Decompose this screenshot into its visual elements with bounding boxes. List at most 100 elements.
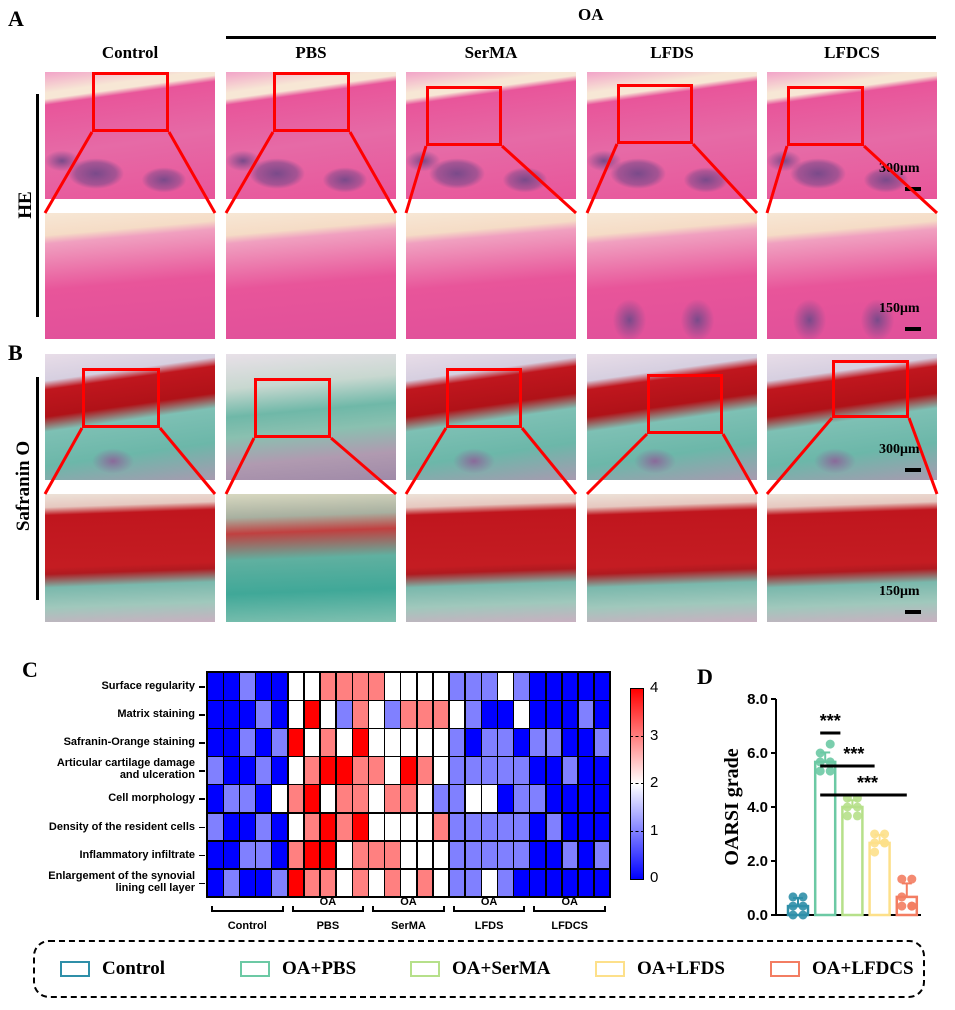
he-row-bracket bbox=[36, 94, 39, 317]
safranin-zoomed-image-lfds bbox=[587, 494, 757, 622]
he-zoomed-image-lfds bbox=[587, 213, 757, 339]
heatmap-cell bbox=[513, 784, 530, 813]
heatmap-cell bbox=[223, 784, 240, 813]
heatmap-cell bbox=[513, 756, 530, 785]
zoom-connector-left-he-control bbox=[43, 131, 94, 214]
panel-letter-a: A bbox=[8, 6, 24, 31]
heatmap-row-tick bbox=[199, 714, 205, 716]
y-tick-label: 4.0 bbox=[747, 799, 768, 816]
heatmap-row-label: Density of the resident cells bbox=[48, 820, 195, 833]
heatmap-cell bbox=[448, 812, 466, 842]
heatmap-cell bbox=[368, 868, 385, 898]
zoom-connector-left-safranin-lfds bbox=[585, 432, 649, 496]
scale-bar-label-he-overview: 300μm bbox=[879, 161, 920, 176]
data-point bbox=[815, 766, 825, 776]
heatmap-cell bbox=[223, 728, 240, 757]
column-header-lfds: LFDS bbox=[650, 43, 694, 62]
zoom-region-box-he-control bbox=[92, 72, 169, 132]
heatmap-cell bbox=[255, 784, 272, 813]
zoom-connector-right-he-lfds bbox=[691, 142, 759, 215]
heatmap-cell bbox=[561, 868, 579, 898]
heatmap-cell bbox=[416, 840, 434, 870]
heatmap-cell bbox=[239, 672, 256, 701]
column-header-serma: SerMA bbox=[464, 43, 518, 62]
heatmap-cell bbox=[432, 700, 450, 729]
heatmap-cell bbox=[303, 868, 321, 898]
heatmap-cell bbox=[561, 756, 579, 785]
heatmap-cell bbox=[481, 784, 498, 813]
heatmap-cell bbox=[481, 812, 498, 842]
heatmap-cell bbox=[448, 700, 466, 729]
heatmap-cell bbox=[319, 784, 337, 813]
heatmap-row-tick bbox=[199, 798, 205, 800]
data-point bbox=[852, 802, 862, 812]
heatmap-cell bbox=[545, 784, 563, 813]
heatmap-cell bbox=[545, 728, 563, 757]
heatmap-cell bbox=[416, 868, 434, 898]
safranin-zoomed-image-lfdcs bbox=[767, 494, 937, 622]
heatmap-cell bbox=[271, 840, 289, 870]
heatmap-cell bbox=[593, 756, 611, 785]
heatmap-cell bbox=[287, 868, 305, 898]
heatmap-cell bbox=[577, 728, 595, 757]
heatmap-group-bracket bbox=[291, 906, 365, 912]
heatmap-cell bbox=[497, 812, 514, 842]
heatmap-row-tick bbox=[199, 882, 205, 885]
heatmap-cell bbox=[207, 672, 224, 701]
oa-group-title: OA bbox=[578, 5, 604, 24]
heatmap-row-label: Articular cartilage damage and ulceration bbox=[56, 757, 195, 782]
heatmap-cell bbox=[271, 728, 289, 757]
data-point bbox=[798, 910, 808, 920]
legend-box bbox=[33, 940, 925, 998]
heatmap-cell bbox=[271, 756, 289, 785]
legend-swatch bbox=[410, 961, 440, 977]
heatmap-cell bbox=[448, 784, 466, 813]
heatmap-cell bbox=[303, 756, 321, 785]
legend-label: OA+SerMA bbox=[452, 958, 551, 979]
heatmap-cell bbox=[335, 672, 353, 701]
heatmap-cell bbox=[464, 784, 482, 813]
panel-letter-c: C bbox=[22, 657, 38, 682]
heatmap-cell bbox=[400, 700, 418, 729]
data-point bbox=[825, 757, 835, 767]
heatmap-cell bbox=[577, 700, 595, 729]
heatmap-cell bbox=[593, 840, 611, 870]
heatmap-cell bbox=[384, 700, 401, 729]
heatmap-cell bbox=[368, 672, 385, 701]
he-zoomed-image-control bbox=[45, 213, 215, 339]
heatmap-cell bbox=[497, 728, 514, 757]
colorbar-tick bbox=[630, 830, 644, 832]
heatmap-cell bbox=[287, 700, 305, 729]
heatmap-cell bbox=[384, 756, 401, 785]
zoom-connector-left-safranin-pbs bbox=[224, 437, 256, 495]
legend: Control OA+PBS OA+SerMA OA+LFDS OA+LFDCS bbox=[60, 958, 920, 982]
heatmap-cell bbox=[497, 784, 514, 813]
heatmap-row-label: Inflammatory infiltrate bbox=[79, 848, 195, 861]
data-point bbox=[870, 838, 880, 848]
heatmap-cell bbox=[400, 672, 418, 701]
heatmap-cell bbox=[400, 784, 418, 813]
zoom-region-box-safranin-lfds bbox=[647, 374, 723, 434]
heatmap-cell bbox=[335, 868, 353, 898]
heatmap-cell bbox=[400, 812, 418, 842]
heatmap-cell bbox=[448, 672, 466, 701]
heatmap-cell bbox=[255, 672, 272, 701]
heatmap-cell bbox=[319, 840, 337, 870]
heatmap-cell bbox=[416, 700, 434, 729]
heatmap-cell bbox=[368, 756, 385, 785]
heatmap-cell bbox=[287, 756, 305, 785]
heatmap-cell bbox=[577, 868, 595, 898]
zoom-region-box-he-pbs bbox=[273, 72, 350, 132]
heatmap-row-tick bbox=[199, 742, 205, 744]
heatmap-cell bbox=[368, 812, 385, 842]
heatmap-cell bbox=[335, 840, 353, 870]
data-point bbox=[788, 910, 798, 920]
heatmap-cell bbox=[255, 840, 272, 870]
heatmap-cell bbox=[400, 756, 418, 785]
heatmap-cell bbox=[432, 840, 450, 870]
heatmap-cell bbox=[481, 700, 498, 729]
heatmap-cell bbox=[561, 784, 579, 813]
heatmap-cell bbox=[303, 784, 321, 813]
heatmap-cell bbox=[593, 784, 611, 813]
